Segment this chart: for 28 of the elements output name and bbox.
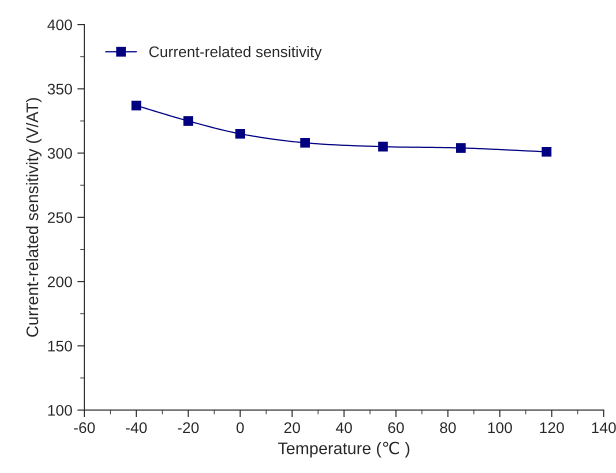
x-tick-label: 40 bbox=[336, 422, 352, 434]
point bbox=[131, 100, 142, 110]
point bbox=[378, 142, 388, 152]
y-tick-label: 350 bbox=[48, 84, 72, 95]
x-tick-label: -60 bbox=[74, 422, 95, 434]
x-tick-label: 140 bbox=[592, 422, 616, 434]
x-tick-label: 100 bbox=[488, 422, 512, 434]
x-axis-title: Temperature (℃ ) bbox=[278, 442, 410, 458]
y-tick-label: 250 bbox=[48, 212, 72, 224]
legend-label: Current-related sensitivity bbox=[149, 46, 322, 60]
y-tick-label: 100 bbox=[48, 404, 72, 416]
point bbox=[300, 138, 310, 148]
x-tick-label: -40 bbox=[126, 422, 147, 434]
y-tick-label: 200 bbox=[48, 276, 72, 288]
point bbox=[183, 116, 194, 126]
x-tick-label: -20 bbox=[178, 422, 199, 434]
y-tick-label: 300 bbox=[48, 148, 72, 159]
y-tick-label: 150 bbox=[48, 340, 72, 352]
x-tick-label: 0 bbox=[236, 422, 244, 434]
point bbox=[456, 143, 466, 153]
x-tick-label: 120 bbox=[540, 422, 564, 434]
point bbox=[542, 146, 552, 157]
x-tick-label: 20 bbox=[284, 422, 300, 434]
point bbox=[235, 128, 246, 139]
y-axis-title: Current-related sensitivity (V/AT) bbox=[26, 98, 42, 337]
y-tick-label: 400 bbox=[47, 19, 72, 30]
x-tick-label: 60 bbox=[388, 422, 404, 434]
x-tick-label: 80 bbox=[440, 422, 456, 434]
